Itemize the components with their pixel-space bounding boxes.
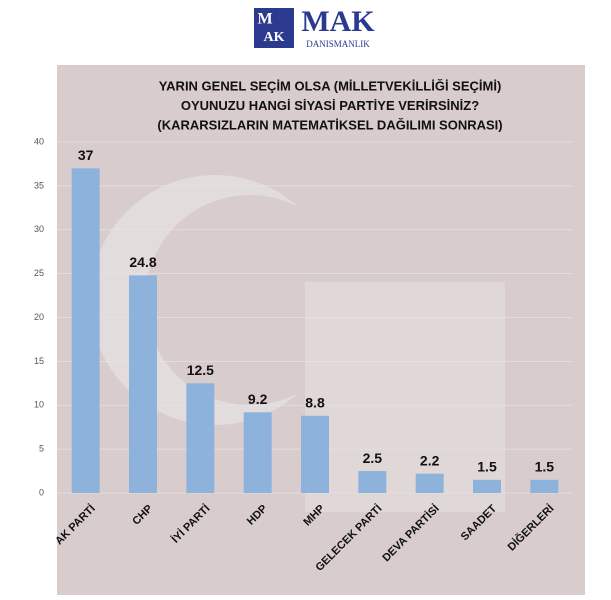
y-tick-label: 40 (34, 136, 44, 146)
y-tick-label: 30 (34, 224, 44, 234)
decor (145, 195, 355, 405)
bar (415, 473, 444, 493)
chart-title: (KARARSIZLARIN MATEMATİKSEL DAĞILIMI SON… (157, 117, 502, 132)
logo-name: MAK (301, 5, 375, 38)
value-label: 24.8 (129, 254, 156, 270)
bar (186, 383, 215, 493)
chart-title: YARIN GENEL SEÇİM OLSA (MİLLETVEKİLLİĞİ … (159, 78, 502, 93)
logo-box (254, 8, 294, 48)
y-tick-label: 0 (39, 487, 44, 497)
y-tick-label: 25 (34, 268, 44, 278)
decor (305, 282, 505, 512)
y-tick-label: 5 (39, 444, 44, 454)
value-label: 8.8 (305, 394, 325, 410)
chart-title: OYUNUZU HANGİ SİYASİ PARTİYE VERİRSİNİZ? (181, 98, 479, 113)
value-label: 2.2 (420, 452, 440, 468)
bar (530, 479, 559, 493)
y-tick-label: 20 (34, 312, 44, 322)
bar (129, 275, 157, 493)
y-tick-label: 35 (34, 180, 44, 190)
bar (71, 168, 100, 493)
bar (358, 471, 387, 493)
bar (473, 479, 501, 493)
logo-mark: AK (264, 30, 285, 45)
value-label: 12.5 (187, 362, 214, 378)
bar (301, 415, 329, 493)
value-label: 37 (78, 147, 94, 163)
logo-subtitle: DANISMANLIK (306, 39, 370, 49)
bar (243, 412, 272, 493)
y-tick-label: 10 (34, 400, 44, 410)
y-tick-label: 15 (34, 356, 44, 366)
value-label: 1.5 (477, 459, 497, 475)
logo-mark: M (257, 11, 272, 28)
value-label: 2.5 (363, 450, 383, 466)
value-label: 1.5 (535, 459, 555, 475)
value-label: 9.2 (248, 391, 268, 407)
